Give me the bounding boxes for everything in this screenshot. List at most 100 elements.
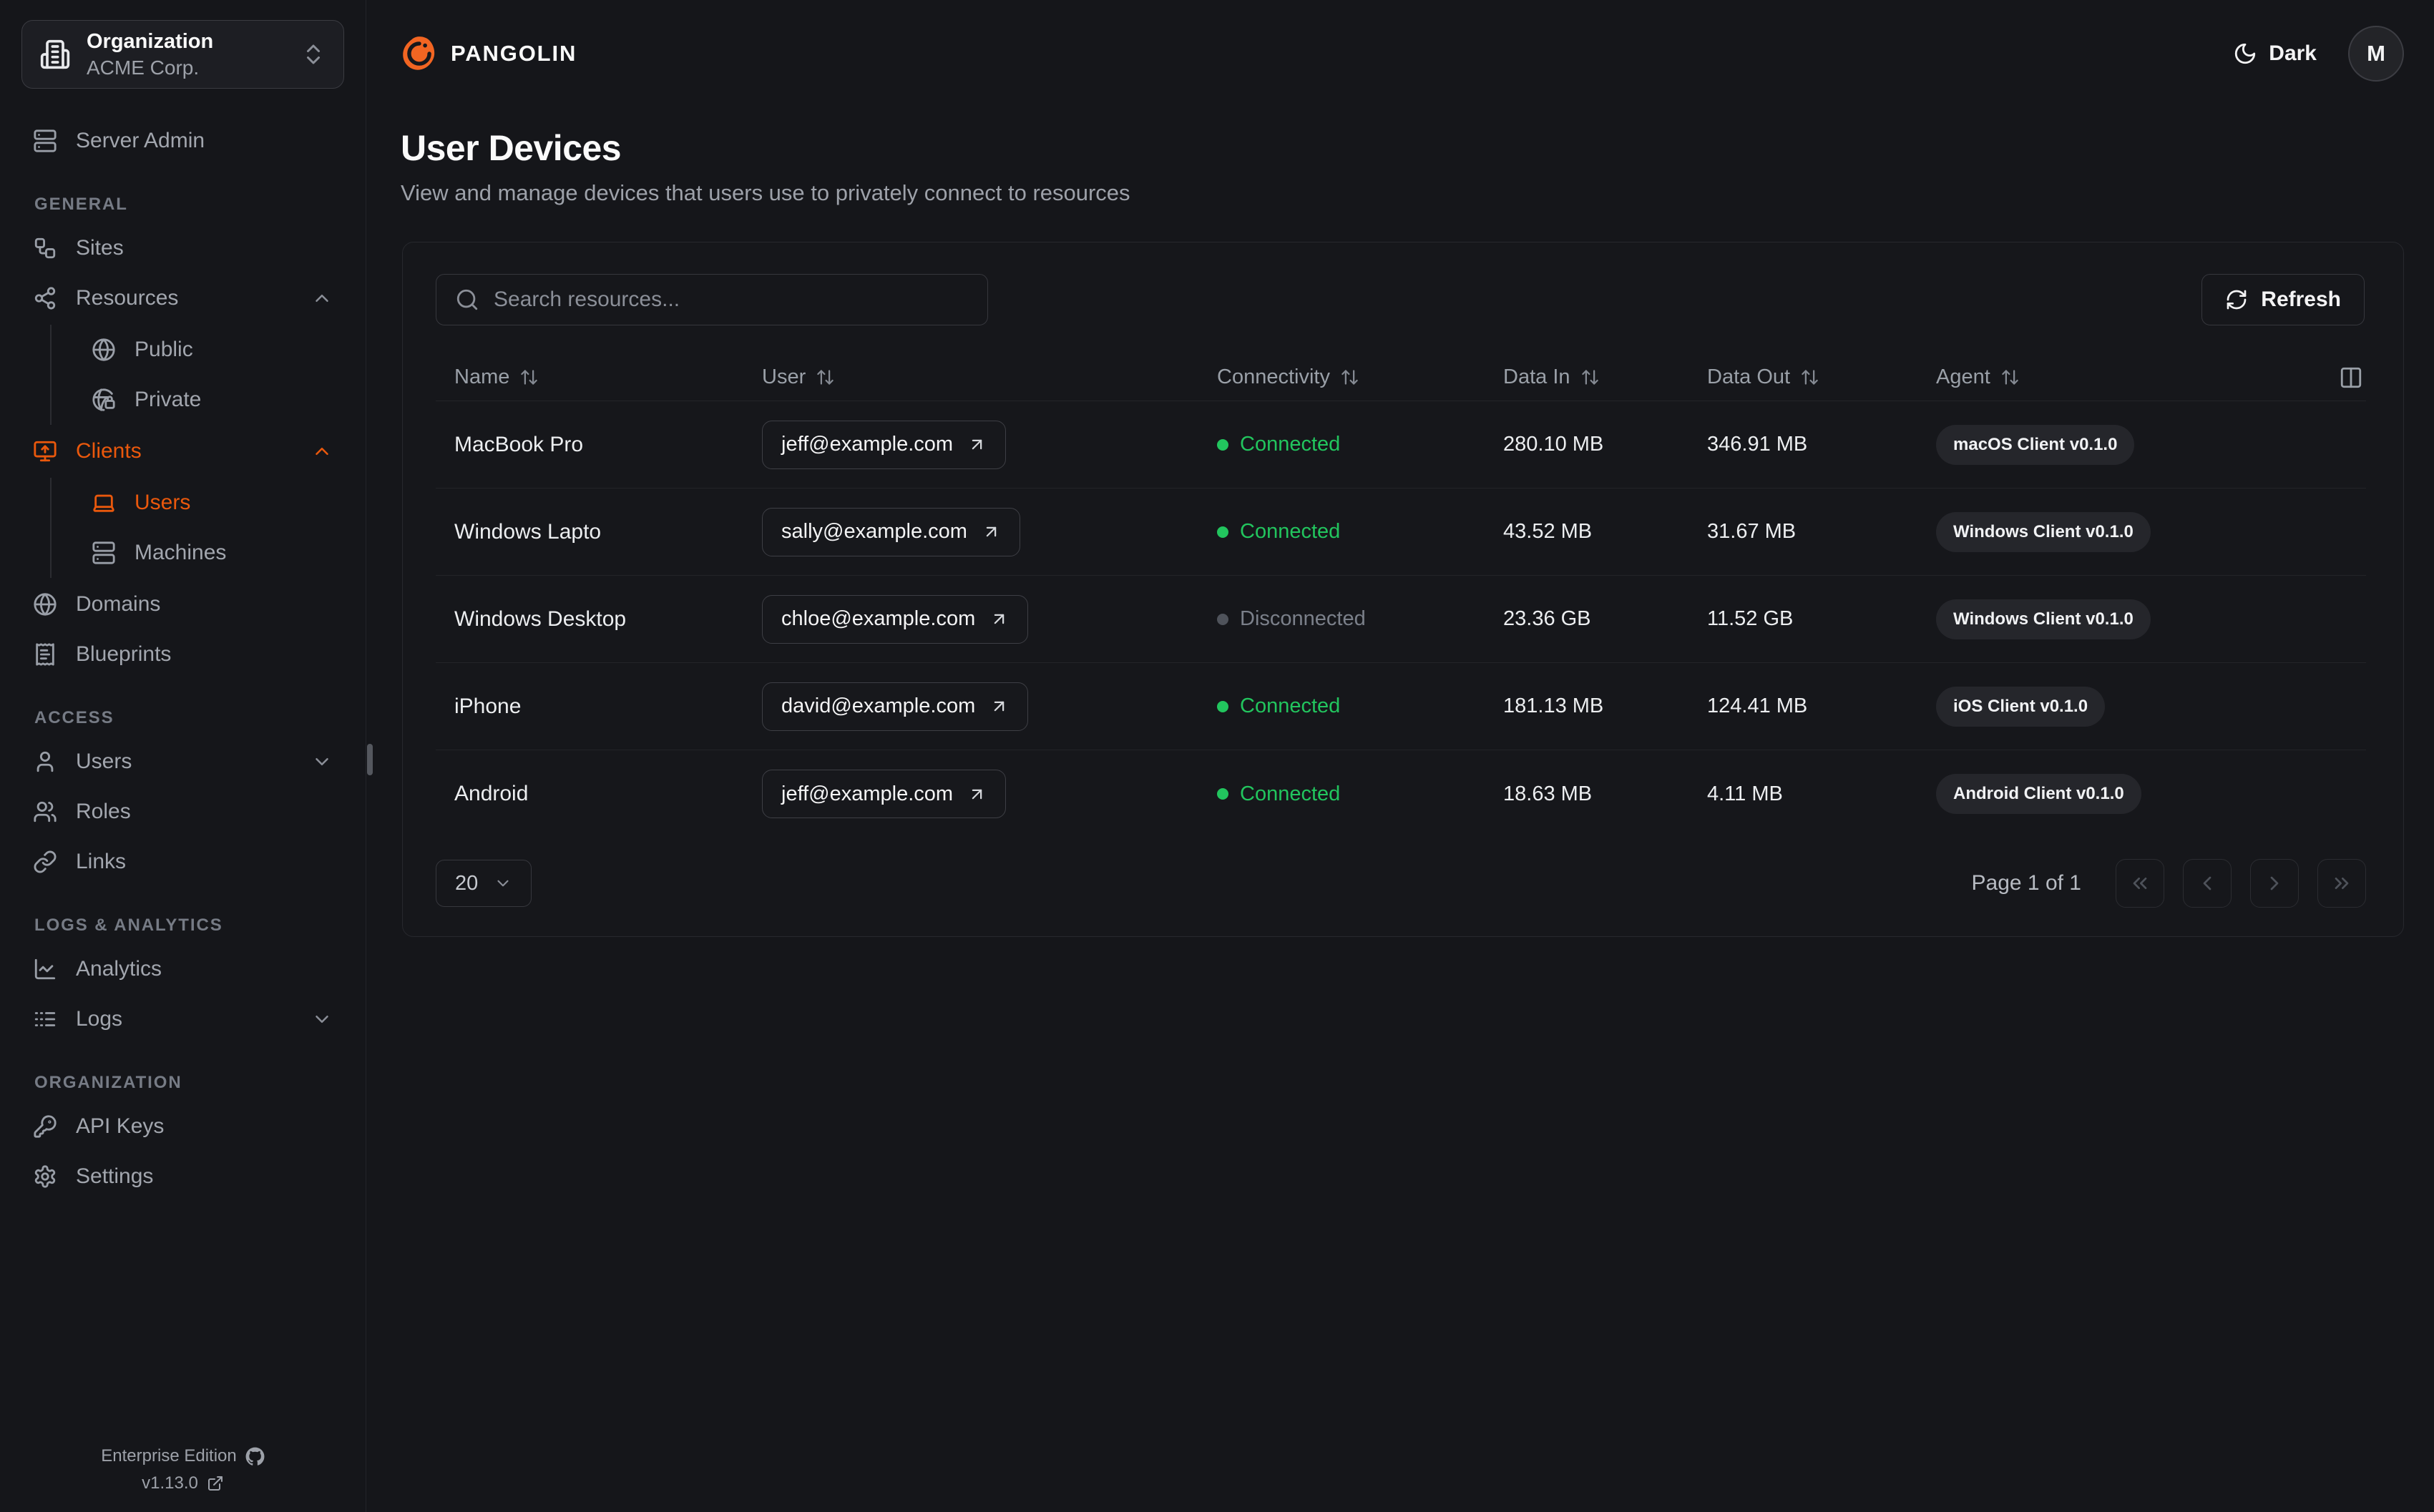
connectivity-cell: Connected (1217, 782, 1503, 806)
user-link-button[interactable]: jeff@example.com (762, 420, 1007, 469)
column-header-connectivity[interactable]: Connectivity (1217, 365, 1503, 389)
user-link-button[interactable]: jeff@example.com (762, 770, 1007, 818)
user-cell: sally@example.com (762, 507, 1217, 556)
column-header-data-in[interactable]: Data In (1503, 365, 1707, 389)
last-page-button[interactable] (2317, 859, 2366, 908)
column-visibility-button[interactable] (2336, 363, 2366, 393)
chart-line-icon (33, 957, 57, 981)
column-label: Data In (1503, 365, 1570, 388)
first-page-button[interactable] (2116, 859, 2164, 908)
sidebar-item-machines[interactable]: Machines (80, 528, 344, 578)
agent-badge: macOS Client v0.1.0 (1936, 424, 2135, 465)
next-page-button[interactable] (2250, 859, 2299, 908)
sort-icon (2000, 368, 2020, 387)
version-line[interactable]: v1.13.0 (21, 1473, 344, 1493)
sidebar-item-settings[interactable]: Settings (21, 1152, 344, 1202)
organization-label: Organization (87, 30, 214, 54)
devices-card: Refresh Name User Connectivity (402, 242, 2404, 937)
status-label: Connected (1240, 520, 1341, 543)
user-email: chloe@example.com (781, 607, 976, 630)
sidebar-item-links[interactable]: Links (21, 837, 344, 887)
user-link-button[interactable]: chloe@example.com (762, 594, 1029, 644)
sidebar-item-private[interactable]: Private (80, 375, 344, 425)
refresh-button[interactable]: Refresh (2201, 274, 2365, 325)
status-label: Connected (1240, 694, 1341, 717)
connectivity-cell: Connected (1217, 520, 1503, 544)
resources-subgroup: Public Private (50, 325, 344, 425)
table-row: Windows Desktop chloe@example.com Discon… (436, 576, 2366, 663)
table-row: Android jeff@example.com Connected 18.63… (436, 750, 2366, 838)
page-indicator: Page 1 of 1 (1971, 871, 2081, 895)
avatar[interactable]: M (2348, 26, 2404, 82)
sidebar-item-analytics[interactable]: Analytics (21, 944, 344, 994)
sidebar-item-users[interactable]: Users (21, 737, 344, 787)
sidebar-item-label: Roles (76, 800, 131, 823)
data-in-cell: 18.63 MB (1503, 782, 1593, 805)
sort-icon (1340, 368, 1359, 387)
page-size-select[interactable]: 20 (436, 860, 532, 907)
sidebar-item-server-admin[interactable]: Server Admin (21, 116, 344, 166)
sidebar-item-domains[interactable]: Domains (21, 579, 344, 629)
sidebar-item-label: Sites (76, 236, 124, 260)
agent-cell: Windows Client v0.1.0 (1936, 511, 2263, 552)
sidebar-item-public[interactable]: Public (80, 325, 344, 375)
monitor-up-icon (33, 439, 57, 463)
page-subtitle: View and manage devices that users use t… (401, 180, 1130, 205)
github-icon (245, 1447, 265, 1466)
previous-page-button[interactable] (2183, 859, 2232, 908)
sidebar-item-sites[interactable]: Sites (21, 223, 344, 273)
table-row: iPhone david@example.com Connected 181.1… (436, 663, 2366, 750)
sidebar-item-label: Machines (135, 541, 227, 564)
organization-selector[interactable]: Organization ACME Corp. (21, 20, 344, 89)
topbar-right: Dark M (2233, 26, 2404, 82)
sidebar-item-roles[interactable]: Roles (21, 787, 344, 837)
user-link-button[interactable]: david@example.com (762, 682, 1029, 731)
user-cell: jeff@example.com (762, 420, 1217, 469)
column-header-user[interactable]: User (762, 365, 1217, 389)
gear-icon (33, 1164, 57, 1189)
sidebar-item-client-users[interactable]: Users (80, 478, 344, 528)
chevron-down-icon (311, 751, 333, 772)
sidebar-item-api-keys[interactable]: API Keys (21, 1101, 344, 1152)
column-header-agent[interactable]: Agent (1936, 365, 2263, 389)
column-header-data-out[interactable]: Data Out (1707, 365, 1936, 389)
page-header: User Devices View and manage devices tha… (366, 107, 2434, 206)
organization-text: Organization ACME Corp. (87, 29, 285, 79)
topbar: PANGOLIN Dark M (366, 0, 2434, 107)
column-label: Agent (1936, 365, 1990, 388)
sidebar-item-clients[interactable]: Clients (21, 426, 344, 476)
theme-toggle[interactable]: Dark (2233, 41, 2317, 66)
table-header-row: Name User Connectivity Data In (436, 354, 2366, 401)
user-cell: jeff@example.com (762, 770, 1217, 818)
sidebar-item-label: API Keys (76, 1114, 165, 1138)
device-name-cell: Windows Desktop (454, 607, 627, 631)
user-link-button[interactable]: sally@example.com (762, 507, 1020, 556)
sidebar-item-blueprints[interactable]: Blueprints (21, 629, 344, 679)
globe-icon (33, 592, 57, 617)
agent-badge: iOS Client v0.1.0 (1936, 686, 2106, 727)
agent-badge: Android Client v0.1.0 (1936, 774, 2141, 814)
brand[interactable]: PANGOLIN (401, 35, 577, 72)
device-name-cell: Windows Lapto (454, 519, 602, 544)
sidebar-item-logs[interactable]: Logs (21, 994, 344, 1044)
laptop-icon (92, 491, 116, 515)
section-label-organization: ORGANIZATION (34, 1073, 182, 1092)
clients-subgroup: Users Machines (50, 478, 344, 578)
search-input[interactable] (494, 288, 969, 312)
sidebar-scrollbar-thumb[interactable] (367, 744, 373, 775)
connectivity-cell: Connected (1217, 433, 1503, 456)
sidebar-item-label: Users (135, 491, 191, 514)
external-link-icon (207, 1475, 224, 1492)
chevrons-right-icon (2330, 872, 2353, 895)
edition-line[interactable]: Enterprise Edition (21, 1446, 344, 1466)
search-box[interactable] (436, 274, 988, 325)
column-label: Name (454, 365, 510, 388)
column-label: Data Out (1707, 365, 1791, 388)
column-header-name[interactable]: Name (454, 365, 762, 389)
refresh-label: Refresh (2261, 288, 2341, 311)
avatar-initial: M (2367, 41, 2385, 66)
chevron-right-icon (2263, 872, 2286, 895)
sidebar-item-resources[interactable]: Resources (21, 273, 344, 323)
arrow-up-right-icon (967, 785, 987, 804)
